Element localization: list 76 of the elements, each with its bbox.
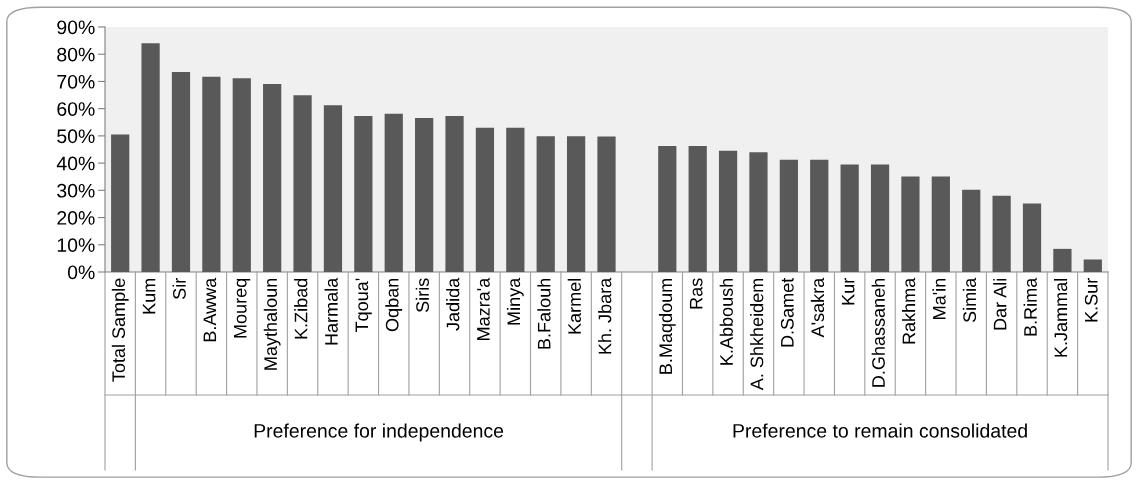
bar — [566, 136, 586, 272]
x-tick-label: Moureq — [234, 278, 251, 338]
x-tick-label: K.Abboush — [719, 278, 733, 365]
y-tick-label: 0% — [67, 265, 95, 280]
bar — [810, 159, 829, 272]
text: Preference to remain consolidated — [733, 423, 1027, 438]
bar — [688, 145, 707, 272]
x-tick-label: Kum — [142, 278, 156, 314]
bar — [870, 164, 890, 272]
x-tick-label: Maythaloun — [263, 278, 281, 370]
bar — [354, 116, 373, 272]
bar — [141, 43, 160, 272]
x-tick-label: Ma'in — [932, 278, 946, 319]
bar — [506, 127, 525, 272]
y-tick-label: 30% — [57, 183, 95, 198]
bar — [779, 159, 798, 272]
bar — [232, 78, 251, 272]
x-tick-label: Minya — [506, 277, 524, 325]
x-tick-label: D.Ghassaneh — [871, 278, 885, 387]
x-tick-label: Total Sample — [111, 278, 129, 382]
x-tick-label: K.Jammal — [1053, 278, 1068, 357]
bar — [1083, 259, 1102, 272]
y-tick-label: 60% — [57, 102, 95, 116]
bar — [658, 145, 677, 272]
y-tick-label: 70% — [57, 74, 95, 89]
x-tick-label: B.Awwa — [203, 277, 217, 342]
bar — [718, 150, 738, 272]
y-tick-label: 90% — [57, 20, 95, 35]
x-tick-label: Dar Ali — [993, 279, 1007, 330]
bar — [475, 127, 495, 272]
bar — [323, 105, 343, 272]
x-tick-label: B.Rima — [1023, 277, 1037, 336]
y-tick-label: 40% — [56, 156, 95, 171]
x-tick-label: A'sakra — [810, 277, 825, 338]
bar — [1053, 248, 1072, 272]
y-tick-label: 20% — [57, 211, 95, 225]
x-tick-label: Rakhma — [902, 277, 916, 344]
y-tick-label: 80% — [57, 47, 95, 62]
x-tick-label: Kh. Jbara — [598, 277, 612, 354]
x-tick-label: Simia — [962, 277, 977, 323]
x-tick-label: Harmala — [324, 277, 338, 345]
y-tick-label: 50% — [57, 129, 95, 144]
x-tick-label: B.Maqdoum — [658, 278, 676, 374]
x-tick-label: Jadida — [446, 277, 460, 331]
bar — [901, 176, 920, 272]
bar — [415, 117, 434, 272]
bar — [840, 164, 859, 272]
bar — [749, 152, 768, 272]
bar — [293, 95, 312, 272]
x-tick-label: Kur — [841, 278, 855, 305]
x-tick-label: Siris — [415, 278, 429, 313]
bar — [597, 136, 616, 272]
x-tick-label: D.Samet — [780, 277, 794, 347]
y-tick-label: 10% — [57, 238, 95, 253]
x-tick-label: B.Falouh — [537, 278, 551, 349]
bar — [263, 83, 282, 272]
bar — [962, 189, 981, 272]
bar — [992, 195, 1011, 272]
x-tick-label: Sir — [172, 278, 186, 300]
bar — [1022, 203, 1042, 272]
x-tick-label: Mazra'a — [477, 277, 490, 340]
bar — [931, 176, 950, 272]
bar — [384, 113, 403, 272]
bar — [202, 76, 221, 272]
x-tick-label: K.Sur — [1084, 278, 1098, 322]
x-tick-label: K.Zibad — [294, 278, 308, 339]
x-tick-label: Oqban — [385, 278, 403, 332]
x-tick-label: Tqoua' — [355, 278, 372, 333]
x-tick-label: A. Shkheidem — [750, 278, 764, 391]
text: Preference for independence — [254, 423, 504, 442]
bar — [171, 71, 191, 272]
x-tick-label: Ras — [689, 278, 703, 309]
bar — [111, 134, 130, 272]
bar — [536, 136, 555, 272]
bar — [445, 116, 464, 272]
x-tick-label: Karmel — [567, 278, 581, 334]
